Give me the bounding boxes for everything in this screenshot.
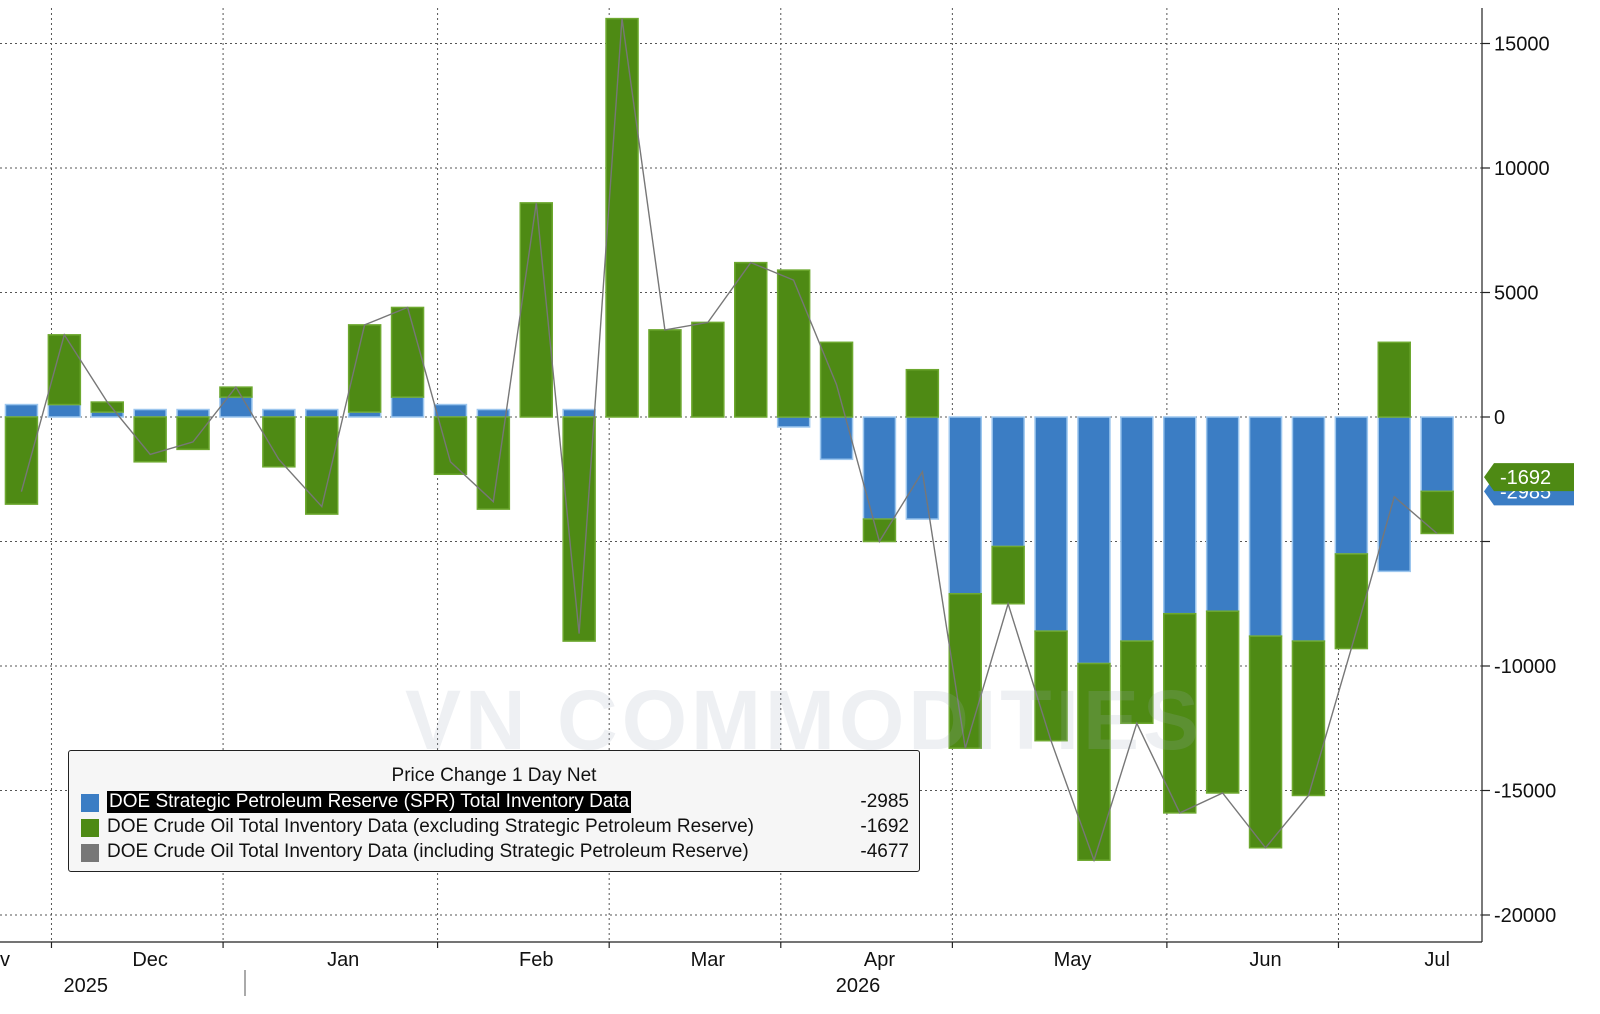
bar-spr <box>991 416 1025 548</box>
bar-spr <box>4 403 39 418</box>
x-month-label: May <box>1054 949 1092 971</box>
bar-crude-excl <box>47 334 82 406</box>
y-tick-label: 5000 <box>1494 283 1539 305</box>
x-month-label: Dec <box>132 949 168 971</box>
bar-spr <box>905 416 940 520</box>
bar-crude-excl <box>562 416 596 642</box>
bar-crude-excl <box>819 341 854 418</box>
x-month-label: Jul <box>1424 949 1450 971</box>
bar-spr <box>562 408 596 418</box>
bar-spr <box>776 416 811 428</box>
value-tag-label: -1692 <box>1500 467 1551 489</box>
bar-spr <box>862 416 897 520</box>
bar-crude-excl <box>1163 612 1197 814</box>
bar-crude-excl <box>476 416 511 510</box>
bar-crude-excl <box>991 545 1025 605</box>
legend-value-crude-excl: -1692 <box>860 816 909 837</box>
bar-spr <box>1291 416 1326 642</box>
bar-crude-excl <box>90 401 124 413</box>
bar-crude-excl <box>433 416 468 476</box>
bar-spr <box>1420 416 1454 493</box>
legend-title: Price Change 1 Day Net <box>391 765 597 786</box>
bar-crude-excl <box>219 386 253 398</box>
bar-spr <box>1034 416 1068 632</box>
x-month-label: Jun <box>1249 949 1281 971</box>
bar-crude-excl <box>691 321 725 418</box>
bar-spr <box>305 408 339 418</box>
legend: Price Change 1 Day Net DOE Strategic Pet… <box>68 750 920 872</box>
bar-crude-excl <box>1291 640 1326 797</box>
bar-spr <box>948 416 982 595</box>
legend-swatch-crude-incl <box>81 844 99 862</box>
bar-spr <box>176 408 210 418</box>
x-month-label: Apr <box>864 949 895 971</box>
bar-crude-excl <box>1377 341 1411 418</box>
y-tick-label: -15000 <box>1494 781 1556 803</box>
y-tick-label: 15000 <box>1494 34 1550 56</box>
bar-spr <box>1377 416 1411 573</box>
bar-spr <box>262 408 296 418</box>
legend-swatch-spr <box>81 794 99 812</box>
bar-spr <box>133 408 167 418</box>
bar-spr <box>47 403 82 418</box>
y-tick-label: 10000 <box>1494 158 1550 180</box>
legend-entry-crude-excl: DOE Crude Oil Total Inventory Data (excl… <box>81 816 909 840</box>
bar-crude-excl <box>648 329 682 418</box>
legend-label-spr: DOE Strategic Petroleum Reserve (SPR) To… <box>107 791 632 813</box>
x-month-label: Jan <box>327 949 359 971</box>
legend-value-spr: -2985 <box>860 791 909 812</box>
bar-crude-excl <box>347 324 382 413</box>
bar-crude-excl <box>1334 553 1369 650</box>
x-month-label: Mar <box>691 949 726 971</box>
y-tick-label: 0 <box>1494 407 1505 429</box>
bar-crude-excl <box>905 368 940 418</box>
bar-crude-excl <box>1420 490 1454 535</box>
bar-crude-excl <box>1205 610 1240 794</box>
bar-spr <box>1163 416 1197 615</box>
legend-label-crude-incl: DOE Crude Oil Total Inventory Data (incl… <box>107 841 749 862</box>
x-year-label: 2026 <box>836 975 881 997</box>
legend-entry-spr: DOE Strategic Petroleum Reserve (SPR) To… <box>81 791 909 815</box>
legend-value-crude-incl: -4677 <box>860 841 909 862</box>
legend-swatch-crude-excl <box>81 819 99 837</box>
bar-spr <box>1120 416 1154 642</box>
bar-spr <box>1334 416 1369 555</box>
x-year-label: 2025 <box>64 975 109 997</box>
bar-crude-excl <box>734 261 768 418</box>
bar-crude-excl <box>1248 635 1283 849</box>
bar-spr <box>1248 416 1283 637</box>
bar-crude-excl <box>605 17 639 418</box>
x-month-label: Feb <box>519 949 553 971</box>
bar-spr <box>390 396 425 418</box>
bar-crude-excl <box>390 306 425 398</box>
total-line <box>20 18 1438 863</box>
x-month-label: v <box>0 949 10 971</box>
bar-spr <box>1205 416 1240 612</box>
legend-entry-crude-incl: DOE Crude Oil Total Inventory Data (incl… <box>81 841 909 865</box>
value-tag <box>1484 463 1574 492</box>
bar-spr <box>1077 416 1111 665</box>
bar-spr <box>476 408 511 418</box>
y-tick-label: -10000 <box>1494 656 1556 678</box>
bar-spr <box>433 403 468 418</box>
bar-crude-excl <box>776 269 811 418</box>
legend-label-crude-excl: DOE Crude Oil Total Inventory Data (excl… <box>107 816 754 837</box>
bar-crude-excl <box>176 416 210 451</box>
y-tick-label: -20000 <box>1494 905 1556 927</box>
bar-crude-excl <box>305 416 339 515</box>
bar-crude-excl <box>948 593 982 749</box>
